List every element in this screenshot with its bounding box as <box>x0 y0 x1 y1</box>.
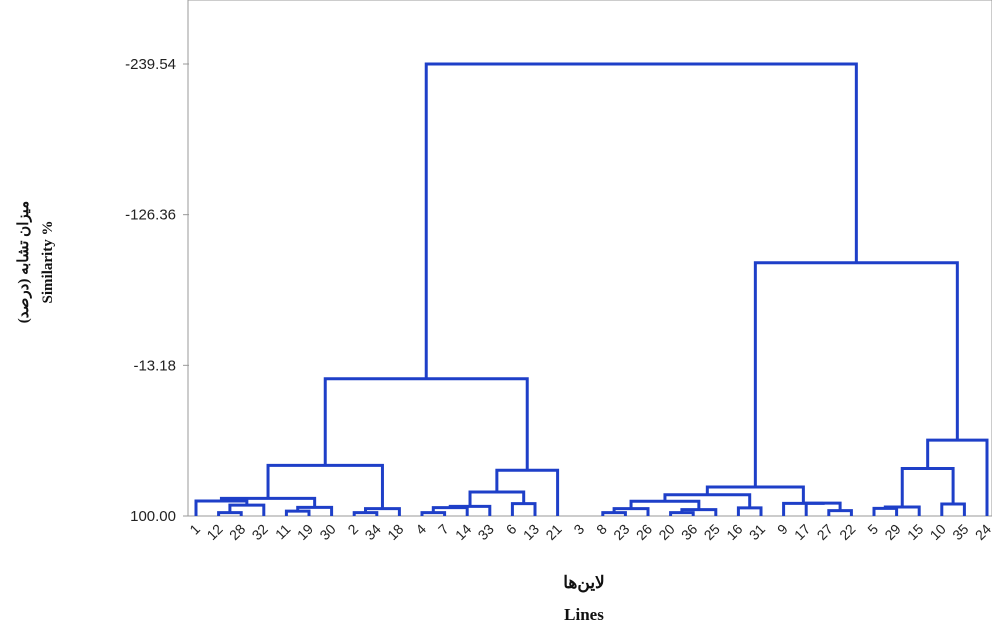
leaf-label-27: 27 <box>814 521 836 543</box>
cluster-link-15 <box>736 506 763 516</box>
dendrogram-links <box>194 62 989 516</box>
cluster-link-20 <box>940 502 966 516</box>
cluster-link-7 <box>228 503 266 516</box>
cluster-link-23 <box>266 463 384 509</box>
leaf-label-32: 32 <box>249 521 271 543</box>
cluster-link-30 <box>900 466 955 507</box>
cluster-link-5 <box>827 509 853 516</box>
cluster-link-19 <box>883 505 921 516</box>
cluster-link-28 <box>663 493 752 508</box>
leaf-label-31: 31 <box>746 521 768 543</box>
y-tick-label: -126.36 <box>125 207 176 224</box>
leaf-label-9: 9 <box>774 521 791 538</box>
leaf-label-30: 30 <box>316 521 338 543</box>
cluster-link-17 <box>782 501 825 516</box>
leaf-label-16: 16 <box>723 521 745 543</box>
leaf-label-24: 24 <box>972 521 992 543</box>
x-axis: 1 12 28 32 11 19 30 2 34 18 4 7 14 33 6 13 21 3 8 23 26 20 36 2… <box>186 521 992 543</box>
y-axis: -239.54 -126.36 -13.18 100.00 <box>125 56 189 525</box>
leaf-label-20: 20 <box>655 521 677 543</box>
y-tick-label: 100.00 <box>130 508 176 525</box>
leaf-label-26: 26 <box>633 521 655 543</box>
leaf-label-12: 12 <box>203 521 225 543</box>
cluster-link-27 <box>629 499 701 510</box>
leaf-label-18: 18 <box>384 521 406 543</box>
cluster-link-33 <box>424 62 858 379</box>
y-axis-label-persian: میزان تشابه (درصد) <box>16 201 32 323</box>
leaf-label-33: 33 <box>475 521 497 543</box>
leaf-label-28: 28 <box>226 521 248 543</box>
leaf-label-2: 2 <box>344 521 361 538</box>
leaf-label-25: 25 <box>701 521 723 543</box>
leaf-label-10: 10 <box>927 521 949 543</box>
leaf-label-15: 15 <box>904 521 926 543</box>
leaf-label-8: 8 <box>593 521 610 538</box>
leaf-label-1: 1 <box>186 521 203 538</box>
leaf-label-4: 4 <box>412 521 429 538</box>
x-axis-label-english: Lines <box>564 605 604 624</box>
leaf-label-35: 35 <box>949 521 971 543</box>
leaf-label-7: 7 <box>435 521 452 538</box>
y-tick-label: -13.18 <box>133 357 176 374</box>
leaf-label-17: 17 <box>791 521 813 543</box>
leaf-label-36: 36 <box>678 521 700 543</box>
leaf-label-13: 13 <box>520 521 542 543</box>
leaf-label-23: 23 <box>610 521 632 543</box>
cluster-link-26 <box>323 377 529 471</box>
leaf-label-21: 21 <box>542 521 564 543</box>
plot-frame <box>187 0 992 517</box>
leaf-label-22: 22 <box>836 521 858 543</box>
y-tick-label: -239.54 <box>125 56 176 73</box>
leaf-label-6: 6 <box>503 521 520 538</box>
cluster-link-12 <box>510 502 537 516</box>
leaf-label-29: 29 <box>881 521 903 543</box>
cluster-link-6 <box>284 509 311 516</box>
leaf-label-5: 5 <box>864 521 881 538</box>
cluster-link-29 <box>705 485 805 504</box>
x-axis-label-persian: لاین‌ها <box>563 573 605 593</box>
cluster-link-22 <box>219 496 317 508</box>
leaf-label-11: 11 <box>272 521 294 543</box>
leaf-label-14: 14 <box>452 521 474 543</box>
cluster-link-18 <box>872 506 899 516</box>
cluster-link-31 <box>926 438 989 516</box>
cluster-link-11 <box>448 504 492 516</box>
leaf-label-3: 3 <box>570 521 587 538</box>
leaf-label-19: 19 <box>294 521 316 543</box>
y-axis-label-english: Similarity % <box>40 221 56 304</box>
leaf-label-34: 34 <box>362 521 384 543</box>
